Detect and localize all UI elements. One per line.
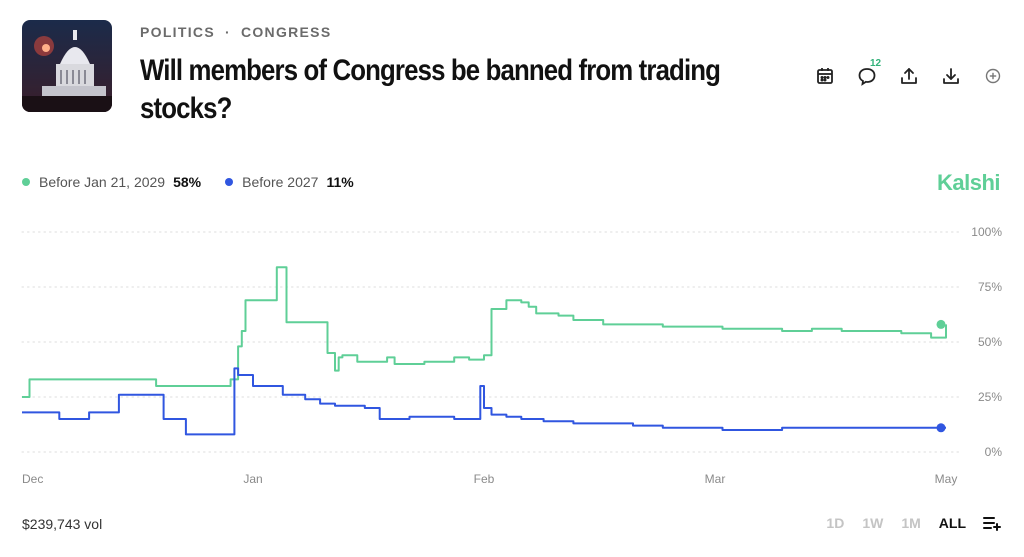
comments-count-badge: 12 — [870, 58, 882, 69]
range-1w-button[interactable]: 1W — [862, 515, 884, 531]
x-tick-label: May — [935, 472, 958, 486]
chart-legend: Before Jan 21, 2029 58% Before 2027 11% — [22, 174, 378, 190]
calendar-icon — [817, 68, 833, 84]
list-add-icon — [983, 517, 1001, 531]
series-endpoint-1 — [936, 423, 946, 433]
legend-dot-green — [22, 178, 30, 186]
range-1m-button[interactable]: 1M — [901, 515, 921, 531]
y-tick-label: 75% — [978, 280, 1002, 294]
comment-icon — [858, 68, 876, 86]
kalshi-logo: Kalshi — [936, 170, 1001, 195]
download-button[interactable] — [930, 62, 972, 90]
legend-label: Before Jan 21, 2029 — [39, 174, 166, 190]
breadcrumb: POLITICS · CONGRESS — [140, 24, 331, 40]
series-line-0 — [22, 266, 947, 398]
legend-item-2027[interactable]: Before 2027 11% — [225, 174, 354, 190]
y-tick-label: 50% — [978, 335, 1002, 349]
plus-circle-icon — [985, 68, 1001, 84]
market-thumbnail — [22, 20, 112, 112]
range-selector: 1D 1W 1M ALL — [808, 515, 1002, 531]
breadcrumb-separator: · — [224, 24, 231, 40]
chart-options-button[interactable] — [982, 515, 1002, 531]
y-tick-label: 0% — [985, 445, 1003, 459]
x-tick-label: Dec — [22, 472, 43, 486]
add-button[interactable] — [972, 62, 1014, 90]
legend-value: 11% — [326, 174, 354, 190]
comments-button[interactable]: 12 — [846, 58, 888, 90]
y-tick-label: 100% — [971, 225, 1002, 239]
y-tick-label: 25% — [978, 390, 1002, 404]
page-title: Will members of Congress be banned from … — [140, 54, 721, 125]
x-tick-label: Jan — [243, 472, 262, 486]
download-icon — [943, 68, 959, 84]
series-endpoint-0 — [936, 319, 946, 329]
range-all-button[interactable]: ALL — [938, 515, 966, 531]
x-tick-label: Feb — [474, 472, 495, 486]
series-line-1 — [22, 367, 946, 436]
legend-value: 58% — [173, 174, 202, 190]
share-icon — [901, 68, 917, 84]
share-button[interactable] — [888, 62, 930, 90]
breadcrumb-subcategory[interactable]: CONGRESS — [240, 24, 332, 40]
x-tick-label: Mar — [705, 472, 726, 486]
calendar-button[interactable] — [804, 62, 846, 90]
breadcrumb-category[interactable]: POLITICS — [140, 24, 215, 40]
legend-dot-blue — [225, 178, 234, 186]
range-1d-button[interactable]: 1D — [826, 515, 845, 531]
action-toolbar: 12 — [804, 58, 1014, 90]
legend-label: Before 2027 — [242, 174, 319, 190]
volume-text: $239,743 vol — [22, 516, 103, 532]
legend-item-jan-2029[interactable]: Before Jan 21, 2029 58% — [22, 174, 201, 190]
